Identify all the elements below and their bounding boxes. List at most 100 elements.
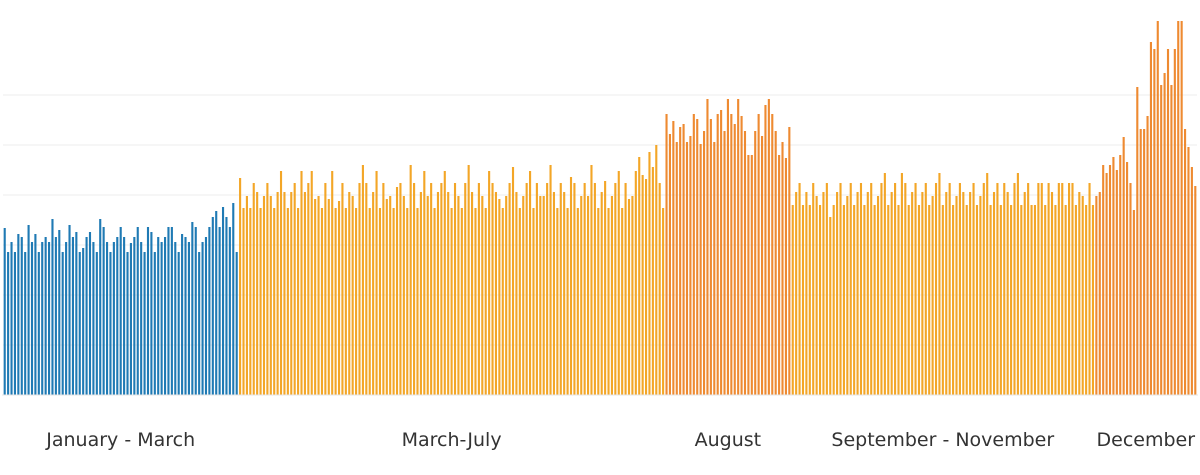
bar [341, 183, 344, 395]
bar [685, 142, 689, 395]
bar [914, 183, 917, 395]
category-labels: January - March March-July August September… [45, 429, 1195, 451]
bar [303, 192, 306, 395]
bar [955, 196, 958, 395]
bar [181, 234, 184, 395]
bar [989, 205, 992, 395]
bar [361, 165, 364, 395]
bar [600, 192, 603, 395]
bar [1156, 21, 1159, 395]
bar [460, 208, 463, 395]
bar [675, 142, 678, 395]
bar [1163, 73, 1166, 395]
bar [798, 183, 801, 395]
bar [1071, 183, 1074, 395]
bar [733, 124, 736, 395]
bar [273, 208, 276, 395]
bar [170, 227, 173, 395]
bar [808, 205, 811, 395]
bar [508, 183, 511, 395]
bar [945, 192, 948, 395]
bar [931, 196, 934, 395]
bar [928, 205, 931, 395]
bar [68, 225, 71, 395]
bar [1006, 192, 1009, 395]
bar [44, 237, 47, 395]
bar [839, 183, 842, 395]
bar [1143, 129, 1146, 395]
bar [607, 208, 610, 395]
bar [481, 196, 484, 395]
bar [965, 205, 968, 395]
bar [1132, 210, 1135, 395]
bar [996, 183, 999, 395]
bar [757, 114, 760, 395]
bar [856, 192, 859, 395]
bar [624, 183, 627, 395]
bar [41, 242, 44, 395]
bar [706, 99, 709, 395]
bar [3, 228, 6, 395]
bar [276, 192, 279, 395]
bar [1146, 116, 1149, 395]
bar [416, 208, 419, 395]
bar [880, 183, 883, 395]
bar [27, 225, 30, 395]
bar [580, 196, 583, 395]
bar [873, 205, 876, 395]
bar [1040, 183, 1043, 395]
bar [1194, 186, 1197, 395]
bar [269, 196, 272, 395]
bar [92, 242, 95, 395]
bar [696, 119, 699, 395]
bar [75, 232, 78, 395]
bar [1003, 183, 1006, 395]
bar [1149, 42, 1153, 395]
bar [327, 199, 330, 395]
bar [969, 192, 972, 395]
bar [249, 208, 252, 395]
bar [201, 242, 204, 395]
bar [10, 242, 13, 395]
bar [672, 121, 675, 395]
bar [682, 124, 685, 395]
bar [897, 205, 900, 395]
bar [24, 252, 27, 395]
bar [1098, 192, 1101, 395]
bar [355, 208, 358, 395]
bar [1112, 157, 1115, 395]
bar [853, 205, 856, 395]
bar [569, 177, 573, 395]
bar [221, 207, 225, 395]
bar [256, 192, 259, 395]
bar [818, 205, 822, 395]
bar [975, 205, 979, 395]
bar [348, 192, 351, 395]
bar [37, 252, 40, 395]
bar [1102, 165, 1105, 395]
bar [573, 183, 576, 395]
bar [822, 192, 825, 395]
bar [88, 232, 92, 395]
bar [962, 192, 965, 395]
bar [208, 227, 211, 395]
bar [307, 183, 310, 395]
bar [477, 183, 480, 395]
bar [419, 192, 422, 395]
bar [815, 196, 818, 395]
bar [484, 208, 487, 395]
bar [65, 242, 68, 395]
bar [1091, 205, 1095, 395]
bar [385, 199, 388, 395]
bar [235, 252, 238, 395]
bar [907, 205, 910, 395]
bar [535, 183, 538, 395]
bar [604, 181, 607, 395]
bar [692, 114, 695, 395]
bar [702, 131, 706, 395]
bar [99, 219, 102, 395]
bar [614, 183, 617, 395]
bar [198, 252, 201, 395]
bar [71, 237, 74, 395]
